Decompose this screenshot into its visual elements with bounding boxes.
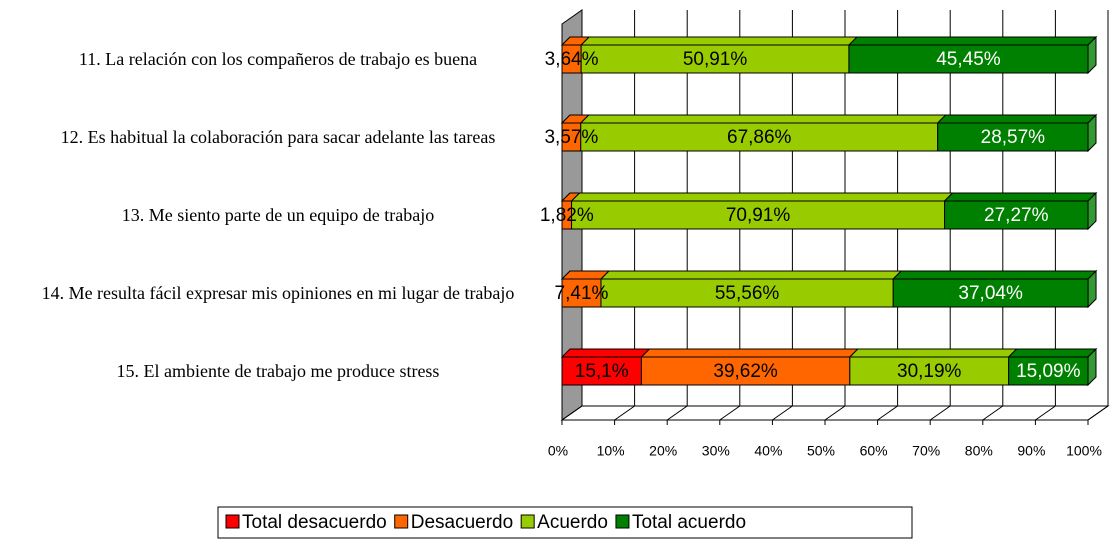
bar-top [560,348,651,358]
category-label: 13. Me siento parte de un equipo de trab… [121,205,435,225]
legend-box [217,506,913,539]
bar-top [579,36,859,46]
floor-grid-line [614,405,635,421]
legend-label: Total acuerdo [632,512,746,533]
value-label: 27,27% [984,205,1049,226]
x-tick-label: 0% [548,443,568,459]
bar-top [579,114,947,124]
value-label: 55,56% [715,283,780,304]
value-label: 45,45% [936,49,1001,70]
bar-top [847,36,1098,46]
value-label: 50,91% [683,49,748,70]
bar-side [1087,269,1097,309]
x-tick-label: 90% [1017,443,1045,459]
floor-grid-line [719,405,741,421]
value-label: 28,57% [981,127,1046,148]
floor-grid-line [772,405,793,421]
bar [600,278,894,308]
floor-grid-line [1035,405,1056,421]
value-label: 67,86% [727,127,792,148]
x-tick-label: 70% [912,443,940,459]
value-label: 15,09% [1016,361,1081,382]
category-label: 14. Me resulta fácil expresar mis opinio… [41,283,515,303]
bar [937,122,1089,152]
value-label: 3,64% [545,49,599,70]
bar-top [640,348,860,358]
bar [849,356,1010,386]
floor-grid-line [824,405,846,421]
bar-top [943,192,1098,202]
bar-side [1087,347,1097,387]
category-label: 12. Es habitual la colaboración para sac… [60,127,496,147]
legend-label: Desacuerdo [411,512,513,533]
category-label: 11. La relación con los compañeros de tr… [78,49,478,69]
bar [571,200,946,230]
bar-top [892,270,1098,280]
value-label: 15,1% [575,361,629,382]
bar-side [1087,191,1097,231]
floor-grid-line [877,405,898,421]
bar [848,44,1089,74]
bar [640,356,851,386]
floor-grid-line [929,405,951,421]
bar [892,278,1089,308]
value-label: 30,19% [897,361,962,382]
floor-grid-line [982,405,1004,421]
bar-top [599,270,903,280]
floor-grid-line [666,405,688,421]
legend-label: Total desacuerdo [242,512,387,533]
legend-label: Acuerdo [537,512,608,533]
value-label: 7,41% [555,283,609,304]
category-label: 15. El ambiente de trabajo me produce st… [116,361,440,381]
bar-top [936,114,1098,124]
bar [580,122,939,152]
legend-swatch [394,514,409,529]
x-tick-label: 40% [754,443,782,459]
floor-grid-line [1087,405,1109,421]
bar-side [1087,35,1097,75]
bar [561,356,642,386]
floor-grid-line [561,405,583,421]
x-tick-label: 20% [649,443,677,459]
x-tick-label: 100% [1066,443,1102,459]
x-tick-label: 10% [597,443,625,459]
legend-swatch [225,514,240,529]
x-tick-label: 30% [702,443,730,459]
bar-side [1087,113,1097,153]
value-label: 3,57% [544,127,598,148]
value-label: 37,04% [958,283,1023,304]
x-tick-label: 80% [965,443,993,459]
bar [580,44,850,74]
x-tick-label: 50% [807,443,835,459]
bar [944,200,1089,230]
legend-swatch [520,514,535,529]
value-label: 70,91% [726,205,791,226]
value-label: 39,62% [713,361,778,382]
x-tick-label: 60% [860,443,888,459]
bar-top [570,192,954,202]
legend-swatch [615,514,630,529]
bar-top [848,348,1018,358]
value-label: 1,82% [540,205,594,226]
bar-top [1007,348,1098,358]
